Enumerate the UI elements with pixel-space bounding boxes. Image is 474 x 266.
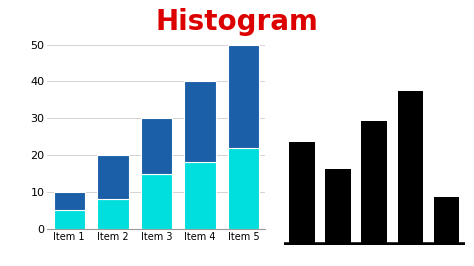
Bar <box>184 163 216 229</box>
Bar <box>228 148 259 229</box>
Bar <box>54 210 85 229</box>
Bar <box>326 169 351 245</box>
Bar <box>97 155 128 199</box>
Bar <box>97 199 128 229</box>
Text: Histogram: Histogram <box>155 8 319 36</box>
Bar <box>54 192 85 210</box>
Bar <box>228 45 259 148</box>
Bar <box>398 91 423 245</box>
Bar <box>184 81 216 163</box>
Bar <box>434 197 459 245</box>
Bar <box>141 173 172 229</box>
Bar <box>362 121 387 245</box>
Bar <box>141 118 172 173</box>
Bar <box>290 142 315 245</box>
